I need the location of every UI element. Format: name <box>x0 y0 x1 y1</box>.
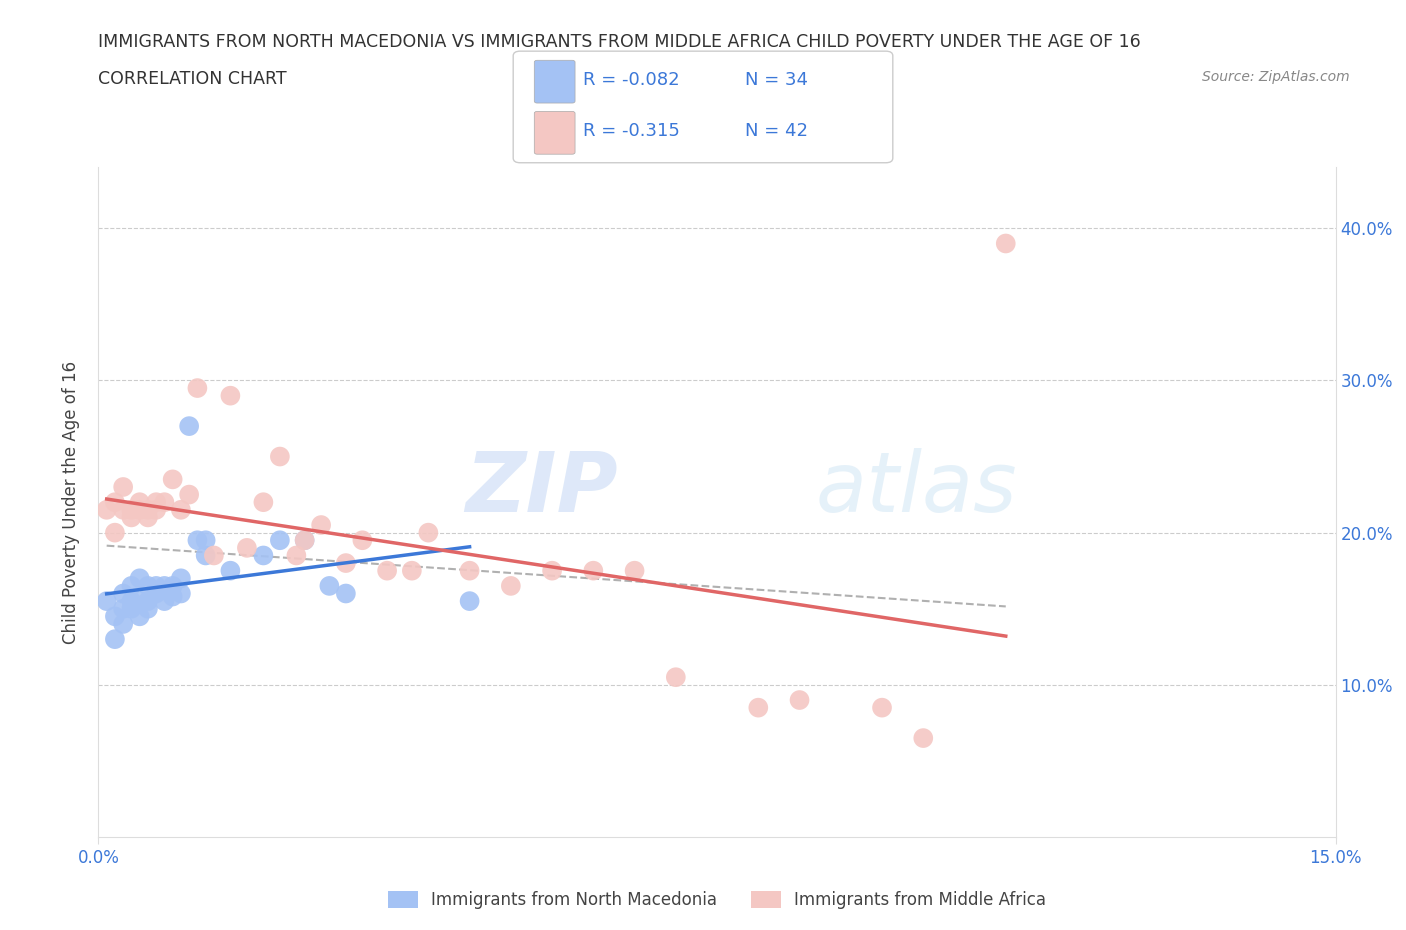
Point <box>194 548 217 563</box>
Point <box>104 525 127 540</box>
Text: N = 42: N = 42 <box>745 122 808 140</box>
Point <box>294 533 316 548</box>
Point <box>128 502 150 517</box>
Point <box>162 589 184 604</box>
Point <box>236 540 259 555</box>
Point <box>994 236 1017 251</box>
Point <box>375 564 398 578</box>
Point <box>194 533 217 548</box>
Point <box>120 593 142 608</box>
Point <box>112 617 135 631</box>
Point <box>179 418 201 433</box>
Point <box>170 502 193 517</box>
Point <box>96 593 118 608</box>
Point <box>145 586 167 601</box>
Point <box>352 533 374 548</box>
Point <box>170 571 193 586</box>
Point <box>219 564 242 578</box>
Point <box>269 533 291 548</box>
Point <box>162 472 184 486</box>
Point <box>145 502 167 517</box>
Point <box>128 571 150 586</box>
Point <box>186 533 208 548</box>
Point <box>294 533 316 548</box>
Point <box>186 380 208 395</box>
Text: Source: ZipAtlas.com: Source: ZipAtlas.com <box>1202 70 1350 84</box>
Point <box>458 593 481 608</box>
Point <box>582 564 605 578</box>
Point <box>136 510 159 525</box>
Point <box>128 593 150 608</box>
Point <box>870 700 893 715</box>
Point <box>112 602 135 617</box>
Point <box>104 495 127 510</box>
Point <box>499 578 522 593</box>
Point <box>136 578 159 593</box>
Point <box>136 602 159 617</box>
Point <box>252 495 274 510</box>
Point <box>912 731 935 746</box>
Text: R = -0.315: R = -0.315 <box>583 122 681 140</box>
Point <box>789 693 811 708</box>
Text: R = -0.082: R = -0.082 <box>583 71 681 88</box>
Point <box>269 449 291 464</box>
Point <box>219 388 242 403</box>
Point <box>145 495 167 510</box>
Text: IMMIGRANTS FROM NORTH MACEDONIA VS IMMIGRANTS FROM MIDDLE AFRICA CHILD POVERTY U: IMMIGRANTS FROM NORTH MACEDONIA VS IMMIG… <box>98 33 1142 50</box>
Text: ZIP: ZIP <box>465 448 619 529</box>
Point <box>112 586 135 601</box>
Point <box>458 564 481 578</box>
Point <box>104 609 127 624</box>
Point <box>128 609 150 624</box>
Point <box>136 593 159 608</box>
Point <box>162 578 184 593</box>
Point <box>153 495 176 510</box>
Point <box>145 578 167 593</box>
Point <box>335 586 357 601</box>
Point <box>128 495 150 510</box>
Y-axis label: Child Poverty Under the Age of 16: Child Poverty Under the Age of 16 <box>62 361 80 644</box>
Point <box>252 548 274 563</box>
Point <box>120 602 142 617</box>
Point <box>120 502 142 517</box>
Legend: Immigrants from North Macedonia, Immigrants from Middle Africa: Immigrants from North Macedonia, Immigra… <box>381 884 1053 916</box>
Text: CORRELATION CHART: CORRELATION CHART <box>98 70 287 87</box>
Point <box>335 555 357 570</box>
Text: N = 34: N = 34 <box>745 71 808 88</box>
Point <box>120 510 142 525</box>
Point <box>747 700 769 715</box>
Point <box>665 670 688 684</box>
Point <box>202 548 225 563</box>
Point <box>170 586 193 601</box>
Point <box>309 518 332 533</box>
Point <box>541 564 564 578</box>
Point <box>318 578 340 593</box>
Point <box>401 564 423 578</box>
Point <box>418 525 440 540</box>
Point <box>96 502 118 517</box>
Point <box>623 564 645 578</box>
Text: atlas: atlas <box>815 448 1018 529</box>
Point <box>112 480 135 495</box>
Point <box>120 578 142 593</box>
Point <box>153 578 176 593</box>
Point <box>153 593 176 608</box>
Point <box>136 502 159 517</box>
Point <box>104 631 127 646</box>
Point <box>285 548 308 563</box>
Point <box>112 502 135 517</box>
Point <box>179 487 201 502</box>
